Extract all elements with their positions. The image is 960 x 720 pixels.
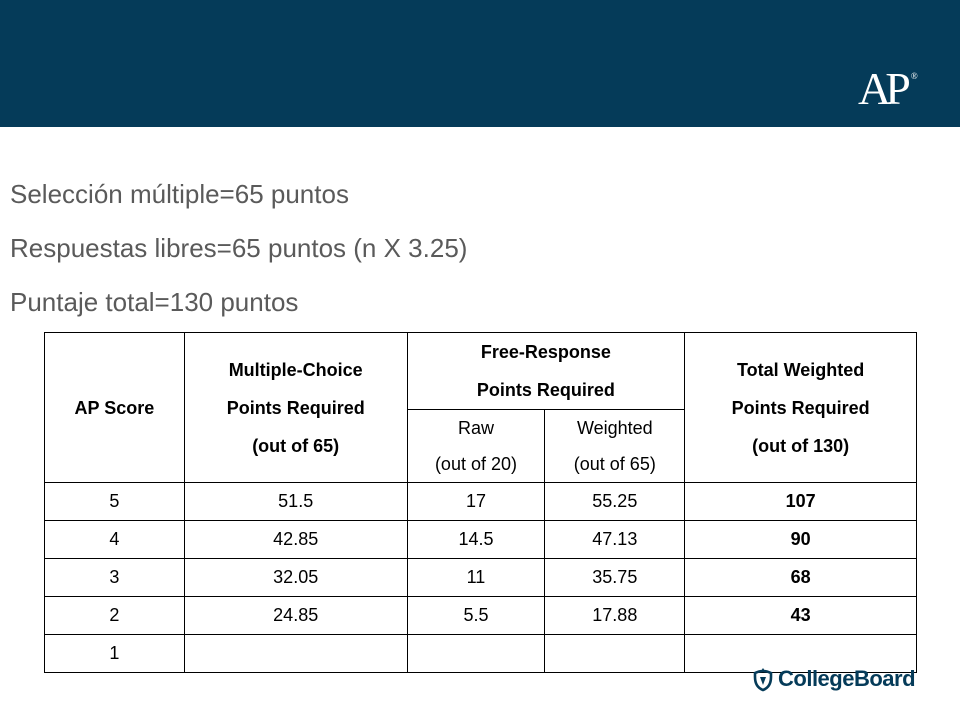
header-multiple-choice: Multiple-Choice Points Required (out of 65… — [183, 332, 408, 483]
cell-raw: 11 — [406, 558, 546, 597]
cell-weighted: 55.25 — [544, 482, 686, 521]
cell-score: 3 — [44, 558, 185, 597]
cell-raw: 17 — [406, 482, 546, 521]
table-subheader-row: Raw (out of 20) Weighted (out of 65) — [45, 409, 917, 483]
cell-total: 90 — [684, 520, 917, 559]
cell-mc: 32.05 — [183, 558, 408, 597]
cell-score: 4 — [44, 520, 185, 559]
cell-score: 1 — [44, 634, 185, 673]
top-banner: AP ® — [0, 0, 960, 127]
acorn-icon — [753, 668, 773, 692]
cell-weighted: 17.88 — [544, 596, 686, 635]
cell-total: 68 — [684, 558, 917, 597]
score-table: AP Score Multiple-Choice Points Required(… — [44, 332, 917, 673]
header-total-weighted: Total Weighted Points Required (out of 130… — [684, 332, 917, 483]
table-header-row: AP Score Multiple-Choice Points Required(… — [44, 332, 917, 483]
cell-weighted — [544, 634, 686, 673]
cell-raw — [406, 634, 546, 673]
table-row: 2 24.85 5.5 17.88 43 — [44, 596, 917, 635]
bullet-total: Puntaje total=130 puntos — [10, 287, 299, 317]
bullet-multiple-choice: Selección múltiple=65 puntos — [10, 179, 349, 209]
cell-score: 5 — [44, 482, 185, 521]
cell-mc: 51.5 — [183, 482, 408, 521]
header-ap-score: AP Score — [44, 332, 185, 483]
bullet-list: Selección múltiple=65 puntos Respuestas … — [10, 172, 467, 334]
table-row: 1 — [44, 634, 917, 673]
ap-logo-text: AP — [858, 63, 911, 114]
ap-logo: AP ® — [858, 63, 918, 114]
cell-total — [684, 634, 917, 673]
cell-score: 2 — [44, 596, 185, 635]
cell-weighted: 35.75 — [544, 558, 686, 597]
cell-total: 43 — [684, 596, 917, 635]
collegeboard-logo: CollegeBoard — [752, 664, 916, 694]
header-free-response: Free-Response Points Required — [406, 332, 686, 410]
cell-mc: 24.85 — [183, 596, 408, 635]
table-row: 4 42.85 14.5 47.13 90 — [44, 520, 917, 559]
cell-mc — [183, 634, 408, 673]
cell-weighted: 47.13 — [544, 520, 686, 559]
cell-raw: 5.5 — [406, 596, 546, 635]
header-weighted: Weighted (out of 65) — [544, 409, 686, 483]
cell-mc: 42.85 — [183, 520, 408, 559]
table-row: 3 32.05 11 35.75 68 — [44, 558, 917, 597]
collegeboard-wordmark: CollegeBoard — [778, 666, 916, 691]
ap-logo-registered: ® — [910, 71, 918, 81]
cell-raw: 14.5 — [406, 520, 546, 559]
bullet-free-response: Respuestas libres=65 puntos (n X 3.25) — [10, 233, 468, 263]
table-row: 5 51.5 17 55.25 107 — [44, 482, 917, 521]
header-raw: Raw (out of 20) — [406, 409, 546, 483]
cell-total: 107 — [684, 482, 917, 521]
